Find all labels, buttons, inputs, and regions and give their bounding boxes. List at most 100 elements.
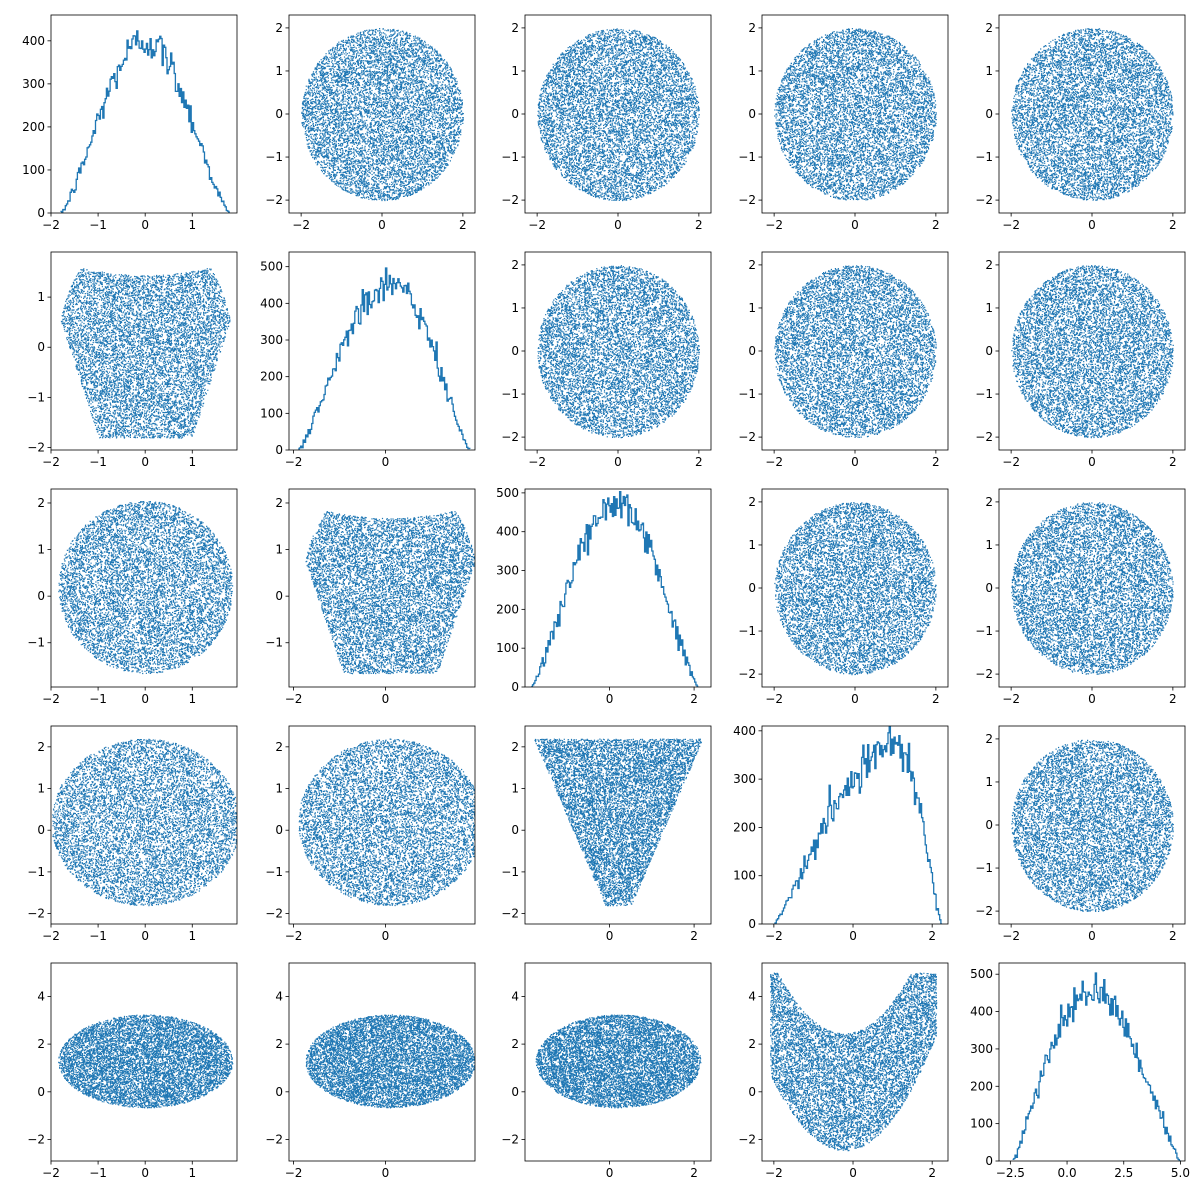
subplot-r0-c0: −2 −1 0 1 0 100 200 300 400 — [22, 14, 238, 232]
y-tick-label: 0 — [275, 823, 283, 837]
x-tick-label: −2 — [1002, 455, 1020, 469]
y-tick-label: 2 — [748, 495, 756, 509]
y-tick-label: −2 — [738, 193, 756, 207]
plot-area — [534, 738, 702, 907]
scatter-points — [1011, 502, 1174, 675]
x-tick-label: 1 — [188, 692, 196, 706]
subplot-r2-c1: −2 0 −1 0 1 2 — [265, 488, 476, 706]
subplot-r1-c2: −2 0 2 −2 −1 0 1 2 — [501, 251, 712, 469]
scatter-points — [535, 1014, 702, 1109]
scatter-points — [774, 502, 937, 676]
axes-frame — [524, 725, 712, 925]
y-tick-label: 2 — [275, 21, 283, 35]
y-tick-label: 2 — [985, 732, 993, 746]
y-tick-label: 1 — [748, 538, 756, 552]
y-tick-label: −1 — [738, 387, 756, 401]
axes-frame — [288, 962, 476, 1162]
x-tick-label: 0 — [614, 455, 622, 469]
y-tick-label: −1 — [265, 150, 283, 164]
x-tick-label: −2 — [285, 929, 303, 943]
y-tick-label: 1 — [748, 301, 756, 315]
y-tick-label: 0 — [275, 107, 283, 121]
y-tick-label: 400 — [496, 525, 519, 539]
x-tick-label: −1 — [89, 929, 107, 943]
plot-area — [58, 1014, 234, 1109]
subplot-r3-c1: −2 0 −2 −1 0 1 2 — [265, 725, 476, 943]
y-tick-label: 200 — [733, 820, 756, 834]
y-tick-label: 0 — [37, 823, 45, 837]
plot-area — [770, 972, 938, 1152]
x-tick-label: 2 — [459, 218, 467, 232]
scatter-points — [305, 511, 475, 675]
y-tick-label: 0 — [37, 1085, 45, 1099]
plot-area — [774, 265, 937, 438]
subplot-r2-c0: −2 −1 0 1 −1 0 1 2 — [27, 488, 238, 706]
y-tick-label: −1 — [265, 865, 283, 879]
y-tick-label: 2 — [748, 258, 756, 272]
scatter-points — [58, 501, 234, 675]
x-tick-label: 0 — [1088, 218, 1096, 232]
x-tick-label: −2 — [1002, 692, 1020, 706]
subplot-r3-c0: −2 −1 0 1 −2 −1 0 1 2 — [27, 725, 238, 943]
axes-frame — [288, 725, 476, 925]
subplot-r0-c1: −2 0 2 −2 −1 0 1 2 — [265, 14, 476, 232]
y-tick-label: 0 — [985, 818, 993, 832]
x-tick-label: −2 — [42, 218, 60, 232]
y-tick-label: −1 — [27, 636, 45, 650]
x-tick-label: −2 — [528, 218, 546, 232]
y-tick-label: 400 — [733, 724, 756, 738]
plot-area — [1012, 972, 1181, 1161]
y-tick-label: 500 — [970, 967, 993, 981]
histogram-line — [298, 267, 471, 450]
y-tick-label: 1 — [985, 775, 993, 789]
x-tick-label: −1 — [89, 218, 107, 232]
y-tick-label: 2 — [748, 1037, 756, 1051]
x-tick-label: −2 — [765, 929, 783, 943]
y-tick-label: 2 — [511, 258, 519, 272]
y-tick-label: −1 — [27, 865, 45, 879]
x-tick-label: 2 — [928, 929, 936, 943]
y-tick-label: 0 — [985, 344, 993, 358]
plot-area — [774, 502, 937, 676]
x-tick-label: 0 — [378, 218, 386, 232]
y-tick-label: −1 — [738, 624, 756, 638]
y-tick-label: 100 — [260, 406, 283, 420]
y-tick-label: 200 — [22, 120, 45, 134]
y-tick-label: −1 — [738, 150, 756, 164]
y-tick-label: 0 — [275, 1085, 283, 1099]
y-tick-label: 1 — [748, 64, 756, 78]
x-tick-label: 2 — [932, 455, 940, 469]
x-tick-label: 2 — [690, 929, 698, 943]
y-tick-label: 0 — [37, 589, 45, 603]
x-tick-label: 2 — [1169, 218, 1177, 232]
subplot-r3-c4: −2 0 2 −2 −1 0 1 2 — [975, 725, 1186, 943]
y-tick-label: 1 — [985, 64, 993, 78]
subplot-r0-c3: −2 0 2 −2 −1 0 1 2 — [738, 14, 949, 232]
plot-area — [774, 28, 937, 201]
scatter-points — [298, 738, 475, 907]
x-tick-label: 1 — [188, 218, 196, 232]
y-tick-label: 4 — [511, 989, 519, 1003]
axes-frame — [50, 962, 238, 1162]
plot-area — [1011, 28, 1174, 201]
histogram-line — [60, 30, 230, 213]
x-tick-label: −2 — [42, 929, 60, 943]
x-tick-label: 2 — [690, 692, 698, 706]
y-tick-label: 500 — [496, 486, 519, 500]
plot-area — [301, 28, 464, 202]
y-tick-label: 0 — [37, 340, 45, 354]
x-tick-label: 1 — [188, 1166, 196, 1180]
y-tick-label: 300 — [260, 333, 283, 347]
plot-area — [773, 726, 943, 924]
scatter-points — [537, 28, 700, 202]
subplot-r0-c4: −2 0 2 −2 −1 0 1 2 — [975, 14, 1186, 232]
x-tick-label: 0 — [141, 218, 149, 232]
x-tick-label: −1 — [89, 692, 107, 706]
axes-frame — [761, 725, 949, 925]
y-tick-label: 500 — [260, 260, 283, 274]
y-tick-label: 0 — [985, 107, 993, 121]
y-tick-label: 0 — [985, 1154, 993, 1168]
y-tick-label: 300 — [22, 77, 45, 91]
y-tick-label: 0 — [748, 1085, 756, 1099]
